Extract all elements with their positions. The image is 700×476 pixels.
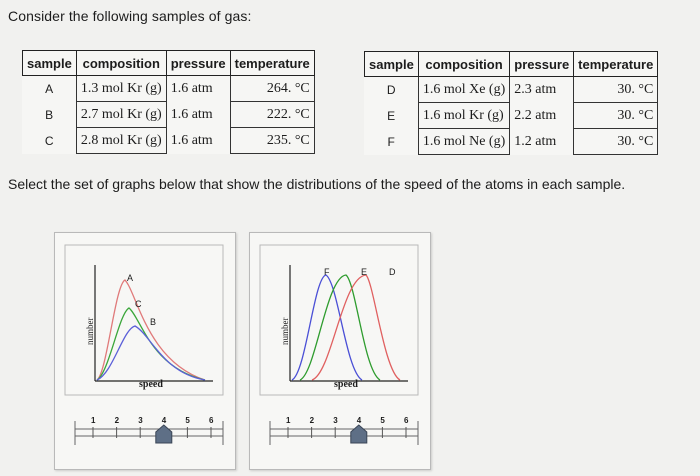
question-prompt: Consider the following samples of gas: xyxy=(8,8,252,24)
sample-label: E xyxy=(387,108,396,123)
curve-label-f: F xyxy=(324,267,330,277)
slider-tick-label: 2 xyxy=(309,416,315,425)
sample-label: C xyxy=(44,133,54,148)
composition-cell: 2.7 mol Kr (g) xyxy=(75,101,167,128)
slider-tick-label: 4 xyxy=(356,416,362,425)
samples-table-left: sample composition pressure temperature … xyxy=(22,50,315,154)
distribution-plot-1 xyxy=(64,244,224,445)
curve-e xyxy=(299,274,381,381)
pressure-cell: 2.3 atm xyxy=(514,81,557,97)
sample-label: B xyxy=(45,107,54,122)
curve-label-d: D xyxy=(389,267,396,277)
plot-frame xyxy=(259,244,419,396)
graph-option-1[interactable]: number speed A C B 1 2 3 4 5 6 xyxy=(54,232,236,470)
sample-label: F xyxy=(387,134,395,149)
curve-f xyxy=(291,274,363,381)
curve-d xyxy=(311,274,401,381)
composition-cell: 2.8 mol Kr (g) xyxy=(75,127,167,154)
slider-track[interactable] xyxy=(269,428,419,437)
x-axis-label: speed xyxy=(334,379,358,390)
table-row: F 1.6 mol Ne (g) 1.2 atm 30. °C xyxy=(365,128,659,155)
slider-tick-label: 6 xyxy=(209,416,214,425)
col-header-temperature: temperature xyxy=(573,51,659,77)
slider-tick-label: 1 xyxy=(91,416,96,425)
curve-b xyxy=(96,325,206,381)
x-axis-label: speed xyxy=(139,379,163,390)
curve-label-b: B xyxy=(150,317,157,327)
slider-tick-label: 5 xyxy=(185,416,190,425)
slider-track[interactable] xyxy=(74,428,224,437)
col-header-sample: sample xyxy=(22,50,77,76)
col-header-pressure: pressure xyxy=(165,50,231,76)
composition-cell: 1.6 mol Ne (g) xyxy=(417,128,511,155)
composition-cell: 1.6 mol Kr (g) xyxy=(417,102,511,129)
temperature-cell: 30. °C xyxy=(573,128,659,155)
temperature-cell: 264. °C xyxy=(229,75,315,102)
plot-frame xyxy=(64,244,224,396)
col-header-composition: composition xyxy=(417,51,511,77)
table-row: A 1.3 mol Kr (g) 1.6 atm 264. °C xyxy=(23,75,315,102)
graph-option-2[interactable]: number speed F E D 1 2 3 4 5 6 xyxy=(249,232,431,470)
pressure-cell: 1.6 atm xyxy=(170,106,213,122)
col-header-sample: sample xyxy=(364,51,419,77)
temperature-cell: 222. °C xyxy=(229,101,315,128)
sample-label: A xyxy=(45,81,54,96)
curve-label-a: A xyxy=(127,273,134,283)
col-header-temperature: temperature xyxy=(229,50,315,76)
slider-tick-label: 4 xyxy=(161,416,167,425)
table-row: D 1.6 mol Xe (g) 2.3 atm 30. °C xyxy=(365,76,659,103)
temperature-cell: 30. °C xyxy=(573,102,659,129)
slider-thumb[interactable] xyxy=(350,424,368,444)
slider-tick-label: 5 xyxy=(380,416,385,425)
table-row: C 2.8 mol Kr (g) 1.6 atm 235. °C xyxy=(23,127,315,154)
col-header-composition: composition xyxy=(75,50,167,76)
composition-cell: 1.3 mol Kr (g) xyxy=(75,75,167,102)
composition-cell: 1.6 mol Xe (g) xyxy=(417,76,511,103)
question-instruction: Select the set of graphs below that show… xyxy=(8,176,626,192)
table-header-row: sample composition pressure temperature xyxy=(22,50,315,76)
pressure-cell: 2.2 atm xyxy=(514,107,557,123)
pressure-cell: 1.2 atm xyxy=(514,133,557,149)
temperature-cell: 30. °C xyxy=(573,76,659,103)
col-header-pressure: pressure xyxy=(509,51,575,77)
sample-label: D xyxy=(386,82,396,97)
table-row: B 2.7 mol Kr (g) 1.6 atm 222. °C xyxy=(23,101,315,128)
distribution-plot-2 xyxy=(259,244,419,445)
table-header-row: sample composition pressure temperature xyxy=(364,51,659,77)
slider-tick-label: 3 xyxy=(333,416,338,425)
temperature-cell: 235. °C xyxy=(229,127,315,154)
curve-label-e: E xyxy=(361,267,368,277)
slider-thumb[interactable] xyxy=(155,424,173,444)
samples-table-right: sample composition pressure temperature … xyxy=(364,51,659,155)
curve-label-c: C xyxy=(135,299,142,309)
y-axis-label: number xyxy=(85,317,95,346)
slider-tick-label: 2 xyxy=(114,416,120,425)
y-axis-label: number xyxy=(280,317,290,346)
curve-a xyxy=(96,279,206,381)
slider-tick-label: 3 xyxy=(138,416,143,425)
table-row: E 1.6 mol Kr (g) 2.2 atm 30. °C xyxy=(365,102,659,129)
pressure-cell: 1.6 atm xyxy=(170,80,213,96)
slider-tick-label: 6 xyxy=(404,416,409,425)
pressure-cell: 1.6 atm xyxy=(170,132,213,148)
slider-tick-label: 1 xyxy=(286,416,291,425)
